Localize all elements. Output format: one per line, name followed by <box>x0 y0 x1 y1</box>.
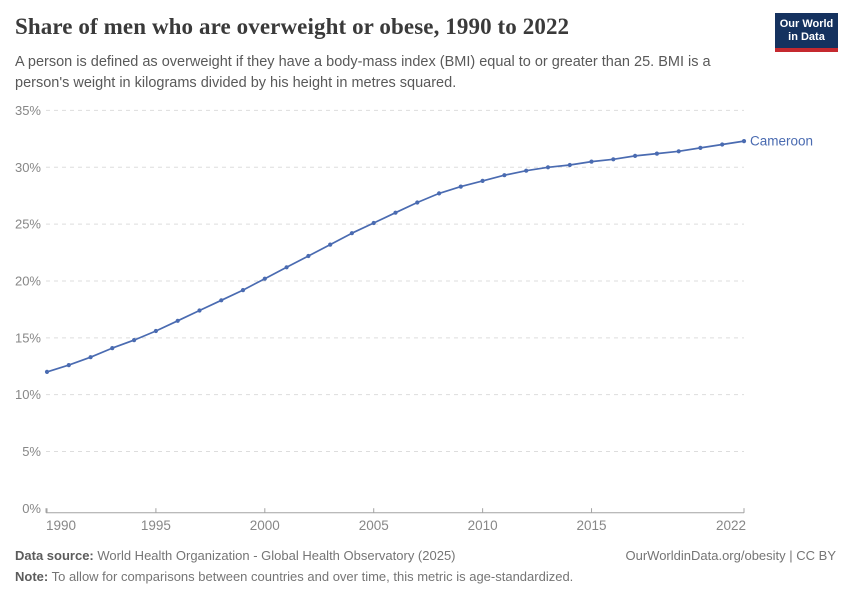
data-point-1998[interactable] <box>219 298 224 303</box>
logo-line2: in Data <box>788 31 825 43</box>
y-tick-label-25: 25% <box>15 217 41 232</box>
x-tick-label-2000: 2000 <box>250 518 280 533</box>
data-point-1992[interactable] <box>88 355 93 360</box>
chart-subtitle: A person is defined as overweight if the… <box>15 54 711 91</box>
data-point-2003[interactable] <box>328 242 333 247</box>
x-tick-label-2005: 2005 <box>359 518 389 533</box>
chart-footer: Data source: World Health Organization -… <box>15 545 836 587</box>
datasource-text: World Health Organization - Global Healt… <box>93 548 456 563</box>
owid-link[interactable]: OurWorldinData.org/obesity | CC BY <box>625 548 837 563</box>
x-tick-label-2010: 2010 <box>468 518 498 533</box>
data-point-2020[interactable] <box>698 145 703 150</box>
data-point-2021[interactable] <box>720 142 725 147</box>
y-tick-label-20: 20% <box>15 273 41 288</box>
datasource-label: Data source: <box>15 548 94 563</box>
data-point-1996[interactable] <box>175 318 180 323</box>
note-line: Note: To allow for comparisons between c… <box>15 566 573 587</box>
data-point-1999[interactable] <box>240 288 246 293</box>
data-point-2005[interactable] <box>371 220 376 226</box>
data-point-1994[interactable] <box>132 338 137 343</box>
x-tick-label-2015: 2015 <box>577 518 607 533</box>
datasource-line: Data source: World Health Organization -… <box>15 545 573 566</box>
data-point-2009[interactable] <box>458 184 463 189</box>
data-point-2014[interactable] <box>567 162 572 168</box>
data-point-2019[interactable] <box>676 149 681 154</box>
y-tick-label-5: 5% <box>22 444 41 459</box>
data-point-2022[interactable] <box>741 139 747 144</box>
data-point-2001[interactable] <box>284 265 289 270</box>
data-point-2008[interactable] <box>437 191 442 196</box>
y-tick-label-15: 15% <box>15 330 41 345</box>
data-point-1995[interactable] <box>153 328 158 334</box>
chart-svg: 0% 5% 10% 15% 20% 25% 30% 35% 1990 1995 2000 2005 20… <box>15 103 813 533</box>
data-point-1991[interactable] <box>66 363 71 368</box>
data-point-1993[interactable] <box>110 346 115 351</box>
data-point-2015[interactable] <box>589 159 594 164</box>
logo-line1: Our World <box>779 18 834 30</box>
data-point-2012[interactable] <box>524 168 529 173</box>
data-point-2011[interactable] <box>502 173 507 178</box>
data-point-2002[interactable] <box>306 253 311 259</box>
x-tick-label-1990: 1990 <box>46 518 76 533</box>
data-point-2013[interactable] <box>545 165 551 170</box>
note-text: To allow for comparisons between countri… <box>48 569 574 584</box>
data-point-1997[interactable] <box>197 308 202 313</box>
data-point-2018[interactable] <box>654 151 660 156</box>
page-title: Share of men who are overweight or obese… <box>15 14 570 39</box>
data-point-2016[interactable] <box>611 157 616 162</box>
data-point-2006[interactable] <box>393 210 398 215</box>
y-tick-label-35: 35% <box>15 103 41 118</box>
y-tick-label-0: 0% <box>22 501 41 516</box>
data-point-2010[interactable] <box>480 178 485 183</box>
data-point-2017[interactable] <box>633 153 638 158</box>
series-line-cameroon[interactable] <box>46 140 745 373</box>
entity-label-cameroon[interactable]: Cameroon <box>750 134 813 149</box>
y-tick-label-10: 10% <box>15 387 41 402</box>
data-point-2007[interactable] <box>415 200 420 205</box>
data-point-2000[interactable] <box>262 276 267 281</box>
data-point-1990[interactable] <box>44 369 50 374</box>
x-tick-label-1995: 1995 <box>141 518 171 533</box>
footer-left: Data source: World Health Organization -… <box>15 545 573 587</box>
y-tick-label-30: 30% <box>15 160 41 175</box>
x-tick-label-2022: 2022 <box>716 518 746 533</box>
note-label: Note: <box>15 569 49 584</box>
owid-logo[interactable]: Our World in Data <box>775 13 838 52</box>
data-point-2004[interactable] <box>349 231 354 236</box>
